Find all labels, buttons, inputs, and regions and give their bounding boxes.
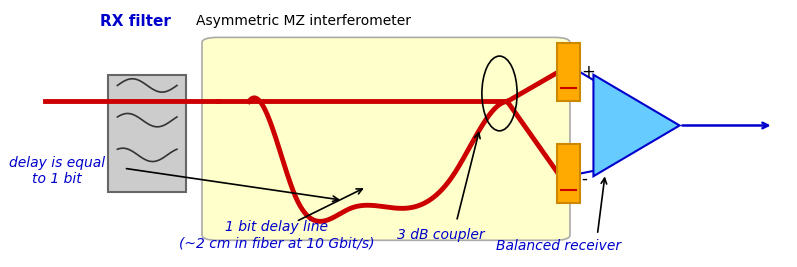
Polygon shape (594, 75, 680, 176)
Text: -: - (582, 170, 587, 188)
FancyBboxPatch shape (108, 75, 186, 192)
FancyBboxPatch shape (556, 43, 580, 101)
Text: 3 dB coupler: 3 dB coupler (397, 228, 485, 242)
Text: 1 bit delay line
(~2 cm in fiber at 10 Gbit/s): 1 bit delay line (~2 cm in fiber at 10 G… (179, 220, 374, 250)
Text: delay is equal
to 1 bit: delay is equal to 1 bit (9, 156, 105, 186)
Text: Balanced receiver: Balanced receiver (496, 239, 621, 253)
Text: +: + (582, 63, 595, 81)
FancyBboxPatch shape (202, 37, 570, 240)
Text: Asymmetric MZ interferometer: Asymmetric MZ interferometer (196, 14, 411, 28)
Text: RX filter: RX filter (100, 14, 171, 29)
FancyBboxPatch shape (556, 144, 580, 203)
